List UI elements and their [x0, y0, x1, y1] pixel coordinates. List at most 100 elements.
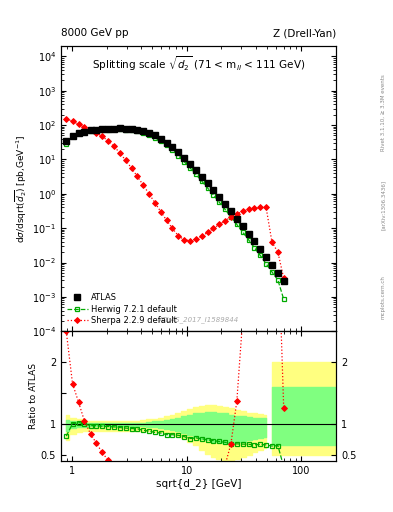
ATLAS	[205, 180, 210, 186]
ATLAS	[258, 246, 263, 252]
ATLAS	[270, 262, 274, 268]
Sherpa 2.2.9 default	[118, 150, 122, 156]
Text: Splitting scale $\sqrt{d_2}$ (71 < m$_{ll}$ < 111 GeV): Splitting scale $\sqrt{d_2}$ (71 < m$_{l…	[92, 55, 305, 73]
ATLAS	[70, 133, 75, 139]
Sherpa 2.2.9 default	[94, 130, 99, 136]
Text: Z (Drell-Yan): Z (Drell-Yan)	[273, 28, 336, 38]
ATLAS	[135, 127, 140, 133]
Herwig 7.2.1 default	[281, 296, 286, 303]
Sherpa 2.2.9 default	[129, 165, 134, 171]
Sherpa 2.2.9 default	[193, 236, 198, 242]
Line: Herwig 7.2.1 default: Herwig 7.2.1 default	[64, 127, 286, 302]
Y-axis label: d$\sigma$/dsqrt($\overline{d_2}$) [pb,GeV$^{-1}$]: d$\sigma$/dsqrt($\overline{d_2}$) [pb,Ge…	[14, 135, 29, 243]
Sherpa 2.2.9 default	[88, 126, 93, 133]
ATLAS	[152, 133, 157, 139]
Herwig 7.2.1 default	[223, 206, 228, 212]
Text: ATLAS_2017_I1589844: ATLAS_2017_I1589844	[158, 316, 239, 323]
Herwig 7.2.1 default	[229, 214, 233, 220]
ATLAS	[94, 127, 99, 133]
Herwig 7.2.1 default	[264, 261, 268, 267]
Herwig 7.2.1 default	[235, 221, 239, 227]
X-axis label: sqrt{d_2} [GeV]: sqrt{d_2} [GeV]	[156, 478, 241, 489]
ATLAS	[241, 223, 245, 229]
Herwig 7.2.1 default	[205, 185, 210, 191]
Herwig 7.2.1 default	[199, 178, 204, 184]
Herwig 7.2.1 default	[193, 171, 198, 177]
Sherpa 2.2.9 default	[112, 143, 116, 150]
Sherpa 2.2.9 default	[70, 118, 75, 124]
Herwig 7.2.1 default	[217, 199, 222, 205]
ATLAS	[252, 239, 257, 245]
Herwig 7.2.1 default	[147, 132, 151, 138]
Herwig 7.2.1 default	[76, 130, 81, 136]
ATLAS	[76, 131, 81, 137]
Sherpa 2.2.9 default	[229, 214, 233, 220]
Sherpa 2.2.9 default	[241, 208, 245, 215]
ATLAS	[229, 208, 233, 215]
Sherpa 2.2.9 default	[270, 239, 274, 245]
Herwig 7.2.1 default	[129, 127, 134, 133]
ATLAS	[217, 194, 222, 200]
Herwig 7.2.1 default	[88, 128, 93, 134]
Sherpa 2.2.9 default	[106, 138, 110, 144]
ATLAS	[275, 270, 280, 276]
Herwig 7.2.1 default	[176, 153, 181, 159]
Sherpa 2.2.9 default	[223, 218, 228, 224]
Sherpa 2.2.9 default	[187, 238, 192, 244]
Sherpa 2.2.9 default	[235, 211, 239, 217]
Sherpa 2.2.9 default	[217, 221, 222, 227]
Text: [arXiv:1306.3436]: [arXiv:1306.3436]	[381, 180, 386, 230]
ATLAS	[199, 174, 204, 180]
Sherpa 2.2.9 default	[123, 157, 128, 163]
Herwig 7.2.1 default	[82, 129, 87, 135]
Herwig 7.2.1 default	[164, 142, 169, 148]
Sherpa 2.2.9 default	[76, 121, 81, 127]
Sherpa 2.2.9 default	[264, 204, 268, 210]
Sherpa 2.2.9 default	[182, 237, 187, 243]
Herwig 7.2.1 default	[141, 130, 145, 136]
ATLAS	[246, 230, 251, 237]
Y-axis label: Ratio to ATLAS: Ratio to ATLAS	[29, 363, 38, 429]
ATLAS	[176, 150, 181, 156]
Herwig 7.2.1 default	[246, 237, 251, 243]
ATLAS	[281, 279, 286, 285]
Herwig 7.2.1 default	[275, 277, 280, 283]
Text: Rivet 3.1.10, ≥ 3.3M events: Rivet 3.1.10, ≥ 3.3M events	[381, 74, 386, 151]
Herwig 7.2.1 default	[187, 165, 192, 171]
Sherpa 2.2.9 default	[147, 191, 151, 197]
ATLAS	[100, 126, 105, 132]
Sherpa 2.2.9 default	[199, 233, 204, 239]
ATLAS	[235, 216, 239, 222]
ATLAS	[118, 125, 122, 132]
ATLAS	[123, 125, 128, 132]
ATLAS	[264, 254, 268, 261]
Sherpa 2.2.9 default	[64, 116, 69, 122]
ATLAS	[106, 126, 110, 132]
Line: ATLAS: ATLAS	[63, 125, 287, 285]
Sherpa 2.2.9 default	[141, 182, 145, 188]
Legend: ATLAS, Herwig 7.2.1 default, Sherpa 2.2.9 default: ATLAS, Herwig 7.2.1 default, Sherpa 2.2.…	[65, 292, 178, 327]
ATLAS	[129, 126, 134, 132]
Sherpa 2.2.9 default	[211, 225, 216, 231]
Herwig 7.2.1 default	[158, 138, 163, 144]
Herwig 7.2.1 default	[252, 245, 257, 251]
Sherpa 2.2.9 default	[82, 124, 87, 130]
ATLAS	[170, 144, 175, 151]
Herwig 7.2.1 default	[152, 135, 157, 141]
Herwig 7.2.1 default	[170, 147, 175, 154]
ATLAS	[182, 155, 187, 161]
ATLAS	[158, 136, 163, 142]
Sherpa 2.2.9 default	[158, 209, 163, 215]
Sherpa 2.2.9 default	[258, 204, 263, 210]
ATLAS	[112, 125, 116, 132]
Sherpa 2.2.9 default	[205, 229, 210, 236]
ATLAS	[193, 167, 198, 174]
Sherpa 2.2.9 default	[135, 174, 140, 180]
ATLAS	[88, 127, 93, 134]
Herwig 7.2.1 default	[182, 159, 187, 165]
Herwig 7.2.1 default	[106, 126, 110, 133]
Sherpa 2.2.9 default	[252, 205, 257, 211]
ATLAS	[64, 138, 69, 144]
Sherpa 2.2.9 default	[164, 217, 169, 223]
ATLAS	[211, 187, 216, 193]
